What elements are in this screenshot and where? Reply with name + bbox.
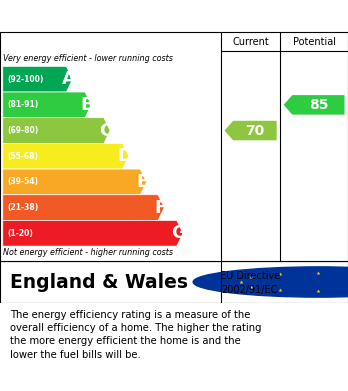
Text: D: D (117, 147, 132, 165)
Polygon shape (3, 118, 110, 143)
Text: England & Wales: England & Wales (10, 273, 188, 292)
Text: 85: 85 (309, 98, 328, 112)
Text: G: G (172, 224, 186, 242)
Polygon shape (3, 143, 129, 169)
Text: E: E (136, 173, 149, 191)
Text: B: B (80, 96, 94, 114)
Polygon shape (3, 92, 91, 118)
Text: (1-20): (1-20) (7, 229, 33, 238)
Text: 70: 70 (245, 124, 264, 138)
Text: (39-54): (39-54) (7, 178, 38, 187)
Polygon shape (3, 169, 147, 195)
Text: F: F (154, 199, 166, 217)
Text: (69-80): (69-80) (7, 126, 38, 135)
Text: Potential: Potential (293, 37, 335, 47)
Polygon shape (3, 221, 183, 246)
Text: Energy Efficiency Rating: Energy Efficiency Rating (7, 9, 228, 23)
Text: 2002/91/EC: 2002/91/EC (222, 285, 278, 294)
Text: C: C (99, 122, 112, 140)
Text: EU Directive: EU Directive (220, 271, 280, 281)
Text: (92-100): (92-100) (7, 75, 44, 84)
Text: A: A (62, 70, 75, 88)
Polygon shape (3, 195, 164, 221)
Text: Not energy efficient - higher running costs: Not energy efficient - higher running co… (3, 248, 174, 257)
Polygon shape (3, 66, 72, 92)
Polygon shape (284, 95, 345, 115)
Text: Current: Current (232, 37, 269, 47)
Text: The energy efficiency rating is a measure of the
overall efficiency of a home. T: The energy efficiency rating is a measur… (10, 310, 262, 360)
Text: (81-91): (81-91) (7, 100, 38, 109)
Circle shape (193, 267, 348, 297)
Text: Very energy efficient - lower running costs: Very energy efficient - lower running co… (3, 54, 173, 63)
Text: (21-38): (21-38) (7, 203, 38, 212)
Polygon shape (224, 121, 277, 140)
Text: (55-68): (55-68) (7, 152, 38, 161)
